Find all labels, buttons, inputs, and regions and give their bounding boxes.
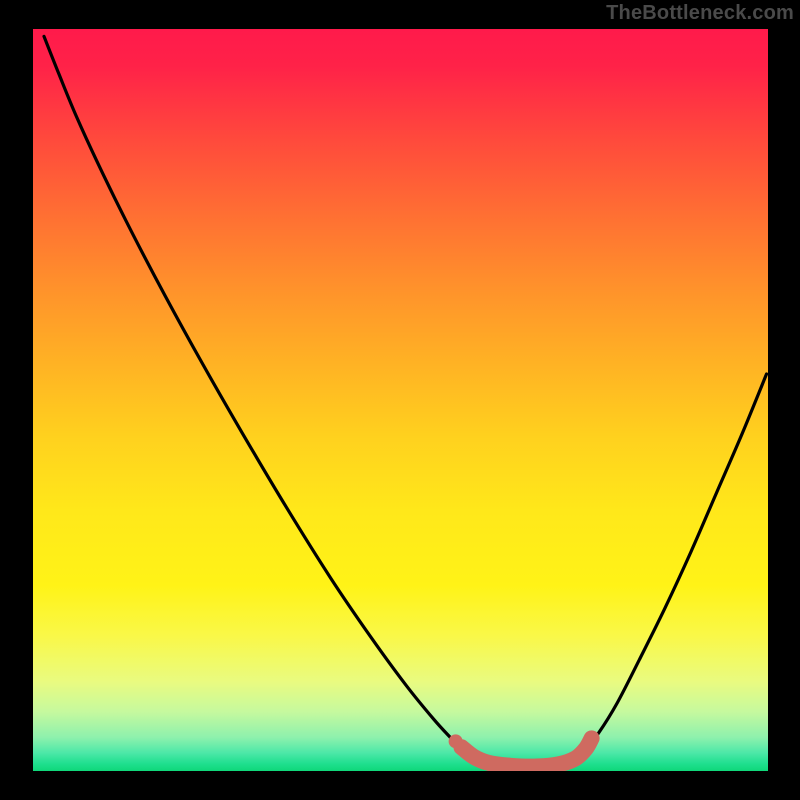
bottleneck-chart bbox=[33, 29, 768, 771]
chart-container: TheBottleneck.com bbox=[0, 0, 800, 800]
watermark-text: TheBottleneck.com bbox=[606, 2, 794, 25]
optimal-point-marker bbox=[449, 734, 463, 748]
gradient-background bbox=[33, 29, 768, 771]
